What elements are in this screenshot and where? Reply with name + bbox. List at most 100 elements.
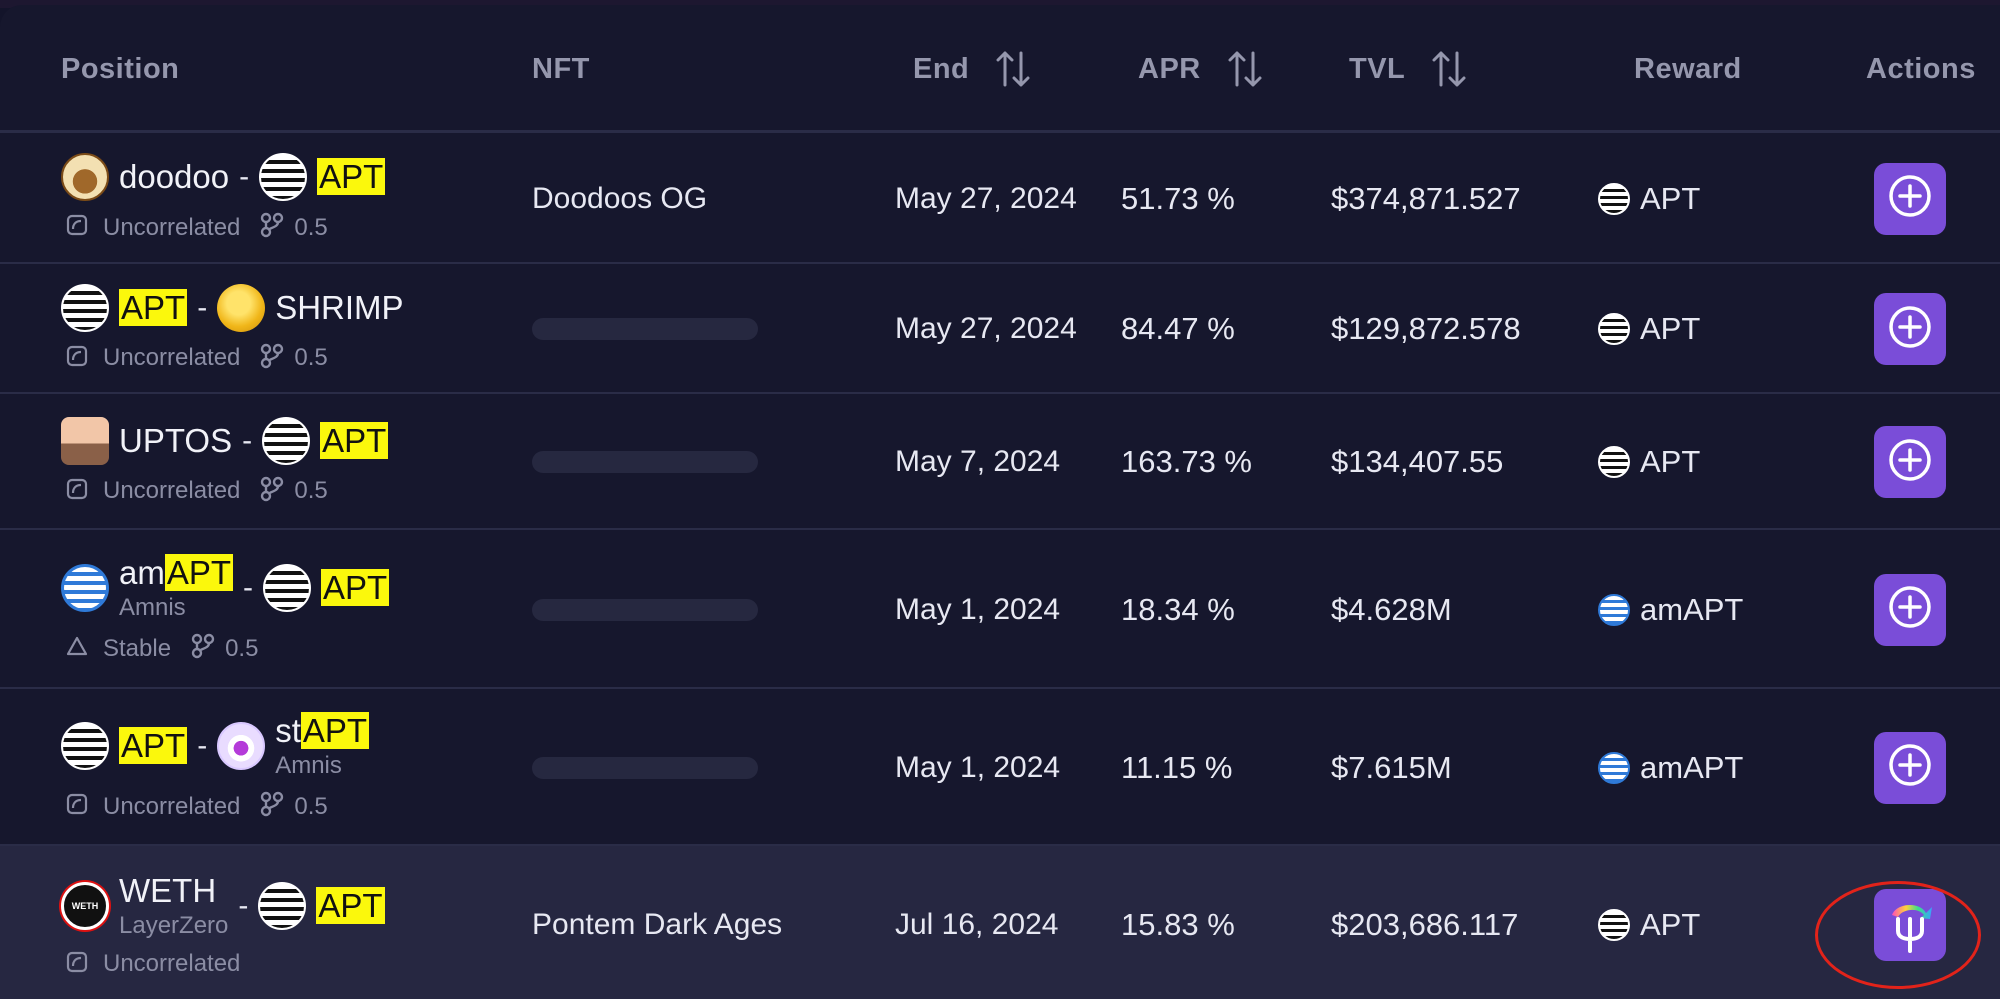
nft-cell xyxy=(532,689,758,846)
position-cell: doodoo - APT Uncorrelated 0.5 xyxy=(61,133,386,264)
weight-icon xyxy=(258,342,286,375)
tvl-value-cell: $134,407.55 xyxy=(1331,394,1503,530)
end-date-cell: May 27, 2024 xyxy=(895,264,1077,394)
token-name-box: APT xyxy=(119,288,188,327)
position-cell: UPTOS - APT Uncorrelated 0.5 xyxy=(61,394,389,530)
tvl-value-cell: $203,686.117 xyxy=(1331,846,1518,999)
position-cell: amAPT Amnis - APT Stable 0.5 xyxy=(61,530,390,689)
tvl-value: $203,686.117 xyxy=(1331,907,1519,942)
apt-coin-icon xyxy=(61,722,109,770)
token-symbol-highlight: APT xyxy=(320,421,389,459)
token-name-box: APT xyxy=(320,421,389,460)
token-symbol: stAPT xyxy=(275,712,370,750)
apr-value: 15.83 % xyxy=(1121,907,1235,942)
uptos-coin-icon xyxy=(61,416,109,465)
col-end[interactable]: End xyxy=(913,5,1031,133)
apr-value: 11.15 % xyxy=(1121,749,1233,785)
token-pair: UPTOS - APT xyxy=(61,416,389,465)
token-symbol-highlight: APT xyxy=(300,712,370,749)
col-tvl[interactable]: TVL xyxy=(1349,5,1467,133)
doodoo-coin-icon xyxy=(61,153,109,201)
token-symbol: APT xyxy=(119,727,188,765)
pool-meta: Uncorrelated 0.5 xyxy=(65,790,328,823)
uncorrelated-curve-icon xyxy=(65,792,89,821)
apt-coin-icon xyxy=(1598,313,1630,345)
token-pair: WETH WETH LayerZero - APT xyxy=(61,872,385,940)
token-pair: doodoo - APT xyxy=(61,153,386,201)
reward-cell: amAPT xyxy=(1598,530,1743,689)
pool-weight: 0.5 xyxy=(294,477,328,504)
shrimp-coin-icon xyxy=(217,283,266,332)
token-symbol: UPTOS xyxy=(119,422,232,460)
apr-value-cell: 15.83 % xyxy=(1121,846,1235,999)
apr-value-cell: 84.47 % xyxy=(1121,264,1235,394)
stake-button[interactable] xyxy=(1874,293,1946,365)
plus-circle-icon xyxy=(1887,437,1933,488)
end-date: May 27, 2024 xyxy=(895,181,1077,215)
table-row[interactable]: APT - SHRIMP Uncorrelated 0.5 May 27, 2024 84.… xyxy=(0,264,2000,394)
apt-coin-icon xyxy=(1598,446,1630,478)
nft-cell: Doodoos OG xyxy=(532,133,707,264)
nft-cell xyxy=(532,394,758,530)
pool-type: Uncorrelated xyxy=(103,477,241,504)
token-name-box: APT xyxy=(119,727,188,765)
end-date-cell: Jul 16, 2024 xyxy=(895,846,1058,999)
apr-value: 84.47 % xyxy=(1121,311,1235,346)
sort-icon[interactable] xyxy=(995,49,1031,89)
token-symbol-highlight: APT xyxy=(317,158,386,195)
stake-button[interactable] xyxy=(1874,162,1946,235)
nft-loading-placeholder xyxy=(532,318,758,340)
pool-meta: Stable 0.5 xyxy=(65,632,258,665)
weight-icon xyxy=(258,211,286,244)
pool-weight: 0.5 xyxy=(294,792,328,820)
farms-table: Position NFT End APR TVL Reward Actions … xyxy=(0,5,2000,999)
tvl-value: $7.615M xyxy=(1331,749,1452,785)
apr-value-cell: 163.73 % xyxy=(1121,394,1252,530)
stake-button[interactable] xyxy=(1874,731,1946,804)
token-symbol-text: am xyxy=(119,554,165,591)
apr-value-cell: 51.73 % xyxy=(1121,133,1235,264)
pool-weight: 0.5 xyxy=(294,213,328,241)
token-pair: amAPT Amnis - APT xyxy=(61,554,390,622)
sort-icon[interactable] xyxy=(1431,49,1467,89)
amapt-coin-icon xyxy=(61,564,109,612)
reward-token: amAPT xyxy=(1640,749,1744,785)
apt-coin-icon xyxy=(263,564,312,612)
nft-cell: Pontem Dark Ages xyxy=(532,846,782,999)
sort-icon[interactable] xyxy=(1227,49,1263,89)
table-row[interactable]: amAPT Amnis - APT Stable 0.5 May 1, 2024 18.34 … xyxy=(0,530,2000,689)
token-symbol-text: WETH xyxy=(119,871,217,909)
token-name-box: UPTOS xyxy=(119,422,232,460)
pool-weight: 0.5 xyxy=(225,634,259,662)
stake-button[interactable] xyxy=(1874,426,1946,498)
token: APT xyxy=(61,722,188,770)
token-symbol: APT xyxy=(119,288,188,327)
pool-type: Uncorrelated xyxy=(103,950,241,977)
token-symbol: APT xyxy=(321,569,390,607)
col-reward-label: Reward xyxy=(1634,52,1742,85)
weight-icon xyxy=(258,790,286,823)
weight-icon xyxy=(258,475,286,508)
uncorrelated-curve-icon xyxy=(65,344,89,373)
token-symbol: APT xyxy=(317,158,386,196)
apt-coin-icon xyxy=(258,881,307,930)
token-symbol: doodoo xyxy=(119,158,229,196)
uncorrelated-curve-icon xyxy=(65,477,89,506)
col-end-label: End xyxy=(913,52,970,85)
table-header: Position NFT End APR TVL Reward Actions xyxy=(0,5,2000,133)
token-name-box: SHRIMP xyxy=(275,289,403,327)
table-row[interactable]: APT - stAPT Amnis Uncorrelated 0.5 May 1, 2024… xyxy=(0,689,2000,846)
token-pair: APT - SHRIMP xyxy=(61,283,404,332)
token: APT xyxy=(258,881,385,930)
token: SHRIMP xyxy=(217,283,404,332)
nft-loading-placeholder xyxy=(532,756,758,779)
token-symbol-text: UPTOS xyxy=(119,421,233,459)
pair-separator: - xyxy=(238,888,249,922)
col-apr[interactable]: APR xyxy=(1138,5,1263,133)
token-symbol: SHRIMP xyxy=(275,289,403,327)
table-row[interactable]: WETH WETH LayerZero - APT Uncorrelated Pontem … xyxy=(0,846,2000,999)
table-row[interactable]: UPTOS - APT Uncorrelated 0.5 May 7, 2024 163.7… xyxy=(0,394,2000,530)
table-row[interactable]: doodoo - APT Uncorrelated 0.5 Doodoos OG May 2… xyxy=(0,133,2000,264)
pool-type: Uncorrelated xyxy=(103,213,241,241)
stake-button[interactable] xyxy=(1874,573,1946,646)
